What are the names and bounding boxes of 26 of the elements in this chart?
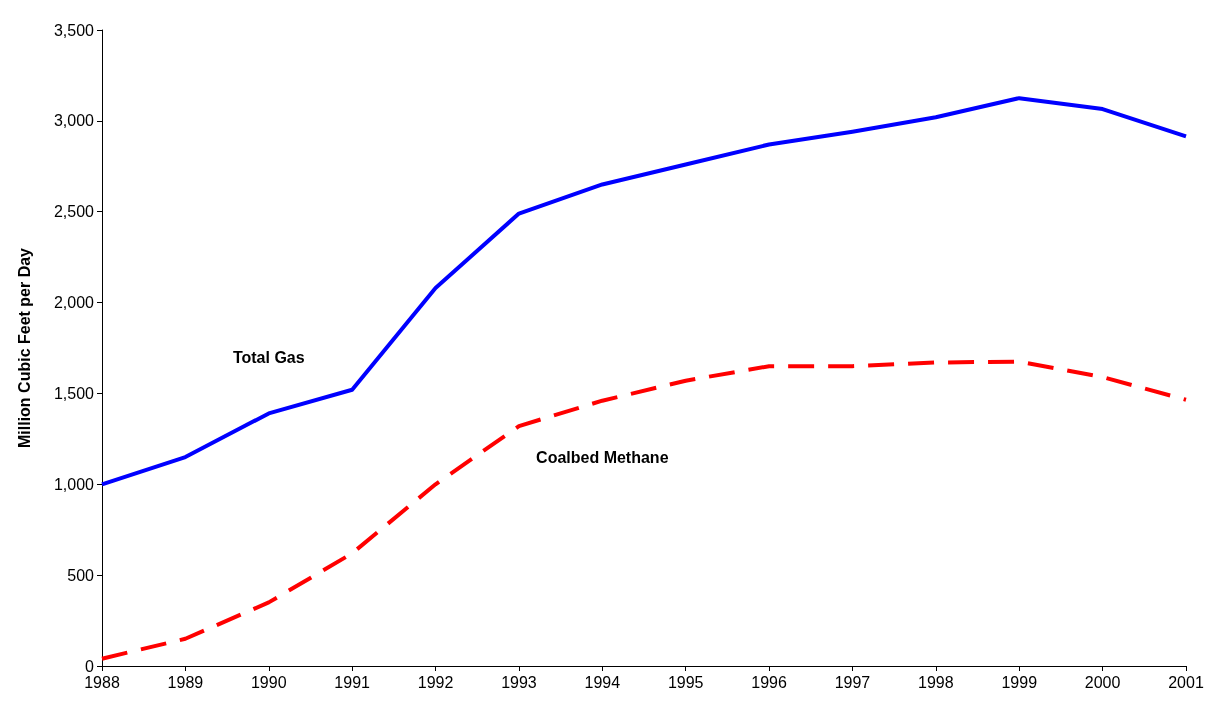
x-tick-label: 1996 — [751, 673, 787, 691]
y-tick-label: 2,500 — [53, 203, 95, 221]
x-tick-label: 1995 — [667, 673, 704, 691]
x-tick-label: 1991 — [334, 673, 371, 691]
x-tick-label: 1998 — [918, 673, 954, 691]
y-tick-label: 3,000 — [53, 112, 95, 130]
y-tick-label: 3,500 — [53, 21, 95, 39]
y-axis-title: Million Cubic Feet per Day — [15, 247, 33, 449]
line-series — [100, 96, 1188, 487]
x-tick-label: 1990 — [250, 673, 287, 691]
x-tick-label: 1988 — [84, 673, 120, 691]
y-tick-label: 2,000 — [53, 294, 95, 312]
x-tick-label: 1993 — [501, 673, 537, 691]
x-tick-label: 2000 — [1084, 673, 1121, 691]
x-tick-label: 2001 — [1168, 673, 1204, 691]
x-tick-label: 1999 — [1001, 673, 1038, 691]
y-tick-label: 1,500 — [53, 384, 95, 402]
x-tick-label: 1997 — [834, 673, 871, 691]
series-label: Coalbed Methane — [536, 448, 669, 466]
y-tick-label: 0 — [85, 657, 95, 675]
text: Total Gas — [232, 348, 305, 366]
y-tick-label: 500 — [67, 566, 95, 584]
y-tick-label: 1,000 — [53, 475, 95, 493]
x-tick-label: 1992 — [417, 673, 454, 691]
x-tick-label: 1989 — [167, 673, 204, 691]
x-tick-label: 1994 — [584, 673, 621, 691]
